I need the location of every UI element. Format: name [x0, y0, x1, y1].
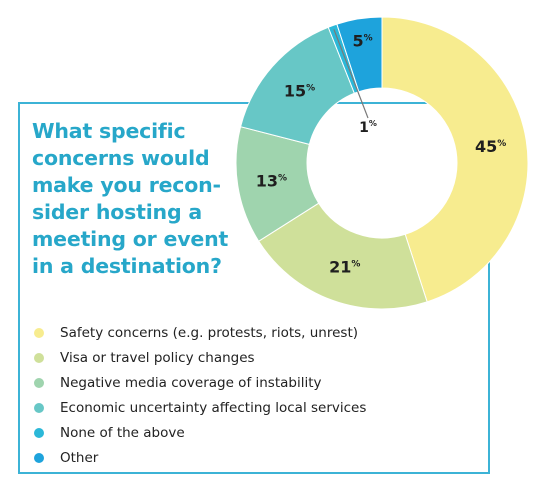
legend-item: Safety concerns (e.g. protests, riots, u…: [34, 320, 366, 345]
slice-value-label: 5%: [353, 32, 373, 51]
legend-item: Visa or travel policy changes: [34, 345, 366, 370]
legend-swatch: [34, 452, 44, 463]
legend-item: Other: [34, 445, 366, 470]
legend-item: Negative media coverage of instability: [34, 370, 366, 395]
slice-value-label: 21%: [329, 257, 360, 276]
legend-item: Economic uncertainty affecting local ser…: [34, 395, 366, 420]
slice-value-label: 1%: [359, 119, 377, 136]
question-line: sider hosting a: [32, 200, 202, 224]
legend-swatch: [34, 427, 44, 438]
question-line: What specific: [32, 119, 186, 143]
donut-chart: 45% 21% 13% 15% 1% 5%: [235, 16, 529, 310]
question-line: make you recon-: [32, 173, 221, 197]
donut-slice: [381, 16, 529, 303]
legend-swatch: [34, 352, 44, 363]
legend-label: Other: [60, 449, 99, 466]
question-line: meeting or event: [32, 227, 229, 251]
legend-label: None of the above: [60, 424, 185, 441]
chart-question-title: What specific concerns would make you re…: [32, 118, 232, 280]
legend-label: Negative media coverage of instability: [60, 374, 322, 391]
question-line: concerns would: [32, 146, 210, 170]
legend-label: Visa or travel policy changes: [60, 349, 255, 366]
slice-value-label: 15%: [284, 81, 315, 100]
question-line: in a destination?: [32, 254, 222, 278]
donut-slice: [258, 202, 428, 310]
chart-legend: Safety concerns (e.g. protests, riots, u…: [34, 320, 366, 470]
legend-swatch: [34, 377, 44, 388]
leader-line: [333, 29, 369, 119]
slice-value-label: 45%: [475, 137, 506, 156]
legend-item: None of the above: [34, 420, 366, 445]
slice-value-label: 13%: [256, 172, 287, 191]
legend-swatch: [34, 327, 44, 338]
legend-label: Economic uncertainty affecting local ser…: [60, 399, 367, 416]
donut-slice: [336, 16, 383, 93]
legend-label: Safety concerns (e.g. protests, riots, u…: [60, 324, 359, 341]
legend-swatch: [34, 402, 44, 413]
